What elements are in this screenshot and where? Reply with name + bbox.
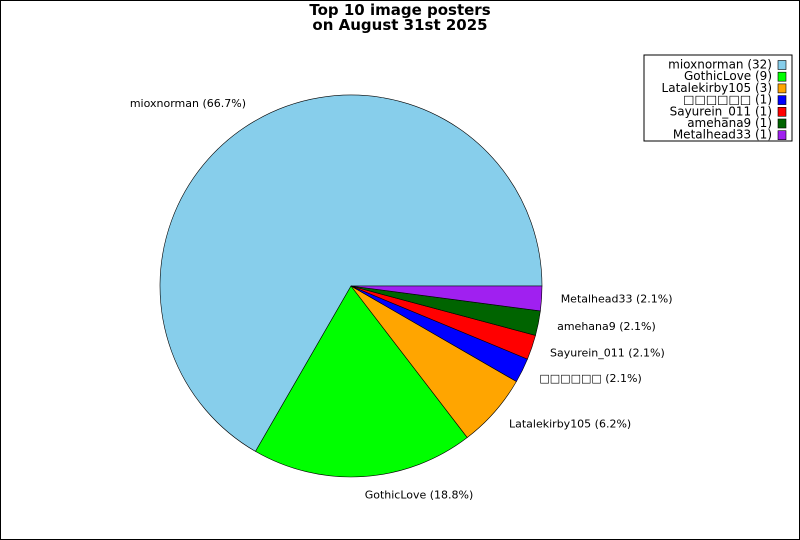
- legend-label-4: □□□□□□ (1): [683, 93, 772, 107]
- legend-label-1: mioxnorman (32): [668, 58, 772, 72]
- slice-label-4: □□□□□□ (2.1%): [539, 372, 641, 385]
- legend-swatch-1: [777, 60, 787, 70]
- legend-label-3: Latalekirby105 (3): [662, 81, 772, 95]
- legend-label-7: Metalhead33 (1): [673, 128, 772, 142]
- chart-title-line-2: on August 31st 2025: [312, 16, 488, 34]
- slice-label-3: Latalekirby105 (6.2%): [509, 418, 631, 431]
- legend-box: [643, 54, 793, 142]
- slice-label-2: GothicLove (18.8%): [365, 489, 474, 502]
- legend-swatch-7: [777, 130, 787, 140]
- legend-swatch-4: [777, 95, 787, 105]
- legend-label-2: GothicLove (9): [684, 69, 772, 83]
- pie-slice-7: [350, 285, 543, 312]
- legend-swatch-3: [777, 83, 787, 94]
- legend-label-5: Sayurein_011 (1): [670, 104, 772, 118]
- chart-title-line-1: Top 10 image posters: [309, 1, 491, 19]
- pie-slice-2: [255, 285, 468, 478]
- legend-swatch-2: [777, 71, 787, 82]
- legend-label-6: amehana9 (1): [687, 116, 772, 130]
- slice-label-6: amehana9 (2.1%): [557, 320, 656, 333]
- legend-swatch-5: [777, 107, 787, 117]
- slice-label-5: Sayurein_011 (2.1%): [550, 347, 665, 360]
- slice-label-7: Metalhead33 (2.1%): [561, 293, 673, 306]
- legend-swatch-6: [777, 118, 787, 129]
- chart-title: Top 10 image posters on August 31st 2025: [1, 3, 799, 33]
- slice-label-1: mioxnorman (66.7%): [130, 97, 246, 110]
- pie-slice-1: [159, 94, 543, 452]
